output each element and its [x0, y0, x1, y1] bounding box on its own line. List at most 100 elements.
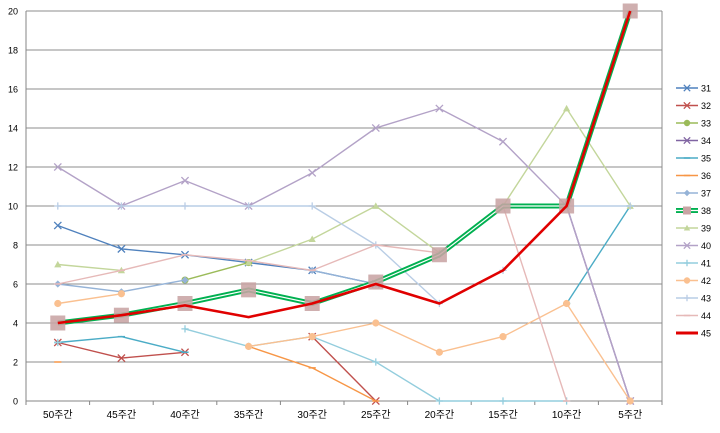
y-tick-label: 0 — [13, 397, 18, 407]
data-point-marker — [499, 397, 507, 405]
x-tick-label: 50주간 — [43, 409, 73, 421]
y-tick-label: 20 — [8, 7, 18, 17]
legend-item: 42 — [676, 276, 711, 286]
series-lines — [50, 3, 638, 406]
legend-item: 45 — [676, 329, 711, 339]
x-tick-label: 20주간 — [425, 409, 455, 421]
x-tick-label: 15주간 — [488, 409, 518, 421]
legend-label: 45 — [701, 329, 711, 339]
series-31 — [53, 221, 380, 289]
series-line — [57, 263, 122, 272]
data-point-marker — [53, 221, 62, 230]
legend-label: 38 — [701, 206, 711, 216]
series-line — [57, 293, 122, 305]
legend-label: 35 — [701, 154, 711, 164]
legend-item: 38 — [676, 206, 711, 216]
y-tick-label: 2 — [13, 358, 18, 368]
data-point-marker — [435, 348, 443, 356]
legend-label: 34 — [701, 136, 711, 146]
series-42 — [54, 290, 634, 405]
data-point-marker — [683, 224, 691, 231]
y-tick-label: 12 — [8, 163, 18, 173]
legend-label: 44 — [701, 311, 711, 321]
legend-item: 43 — [676, 294, 711, 304]
data-point-marker — [683, 101, 691, 110]
series-line — [57, 335, 186, 353]
data-point-marker — [372, 358, 380, 366]
x-tick-label: 45주간 — [107, 409, 137, 421]
y-tick-label: 18 — [8, 46, 18, 56]
data-point-marker — [177, 296, 193, 311]
legend-marker — [683, 206, 691, 215]
legend-label: 32 — [701, 101, 711, 111]
data-point-marker — [181, 325, 189, 333]
data-point-marker — [54, 338, 62, 347]
legend-item: 33 — [676, 119, 711, 129]
series-line — [57, 107, 631, 402]
data-point-marker — [245, 258, 253, 266]
data-point-marker — [683, 294, 691, 302]
data-point-marker — [683, 119, 691, 127]
series-39 — [54, 104, 634, 274]
data-point-marker — [563, 104, 571, 112]
legend-label: 37 — [701, 189, 711, 199]
data-point-marker — [308, 235, 316, 243]
x-tick-label: 40주간 — [170, 409, 200, 421]
series-45 — [57, 10, 632, 325]
data-point-marker — [54, 202, 62, 210]
legend-label: 31 — [701, 84, 711, 94]
legend-label: 39 — [701, 224, 711, 234]
data-point-marker — [498, 137, 508, 146]
series-33 — [181, 258, 253, 284]
x-tick-label: 5주간 — [618, 409, 642, 421]
data-point-marker — [308, 202, 316, 210]
x-tick-label: 25주간 — [361, 409, 391, 421]
legend-label: 43 — [701, 294, 711, 304]
data-point-marker — [308, 168, 317, 177]
data-point-marker — [683, 259, 691, 267]
y-tick-label: 14 — [8, 124, 18, 134]
y-tick-label: 8 — [13, 241, 18, 251]
legend: 31 32 33 34 35 36 37 38 39 40 41 42 43 44 45 — [676, 84, 711, 339]
data-point-marker — [117, 202, 125, 210]
data-point-marker — [53, 162, 62, 172]
data-point-marker — [499, 333, 507, 341]
data-point-marker — [683, 84, 691, 92]
x-tick-label: 10주간 — [552, 409, 582, 421]
y-tick-label: 4 — [13, 319, 18, 329]
series-line — [57, 205, 631, 305]
data-point-marker — [683, 136, 691, 145]
legend-item: 32 — [676, 101, 711, 111]
data-point-marker — [372, 202, 380, 209]
data-point-marker — [372, 319, 380, 327]
y-tick-label: 6 — [13, 280, 18, 290]
y-tick-label: 10 — [8, 202, 18, 212]
data-point-marker — [683, 241, 691, 250]
data-point-marker — [563, 299, 571, 308]
data-point-marker — [54, 260, 62, 268]
data-point-marker — [683, 277, 691, 284]
legend-label: 36 — [701, 171, 711, 181]
series-line — [57, 341, 186, 359]
data-point-marker — [180, 176, 190, 185]
series-line — [566, 205, 631, 304]
data-point-marker — [371, 123, 380, 133]
data-point-marker — [181, 202, 189, 210]
data-point-marker — [117, 244, 126, 253]
y-axis-tick-labels: 0 2 4 6 8 10 12 14 16 18 20 — [8, 7, 18, 407]
data-point-marker — [181, 276, 189, 284]
data-point-marker — [683, 189, 691, 197]
legend-label: 33 — [701, 119, 711, 129]
legend-item: 39 — [676, 224, 711, 234]
series-line — [311, 336, 377, 402]
data-point-marker — [117, 290, 125, 298]
series-line — [184, 261, 249, 281]
data-point-marker — [431, 247, 447, 263]
legend-label: 41 — [701, 259, 711, 269]
data-point-marker — [368, 274, 384, 290]
data-point-marker — [626, 202, 634, 210]
legend-item: 41 — [676, 259, 711, 269]
data-point-marker — [117, 354, 126, 363]
data-point-marker — [245, 342, 253, 350]
